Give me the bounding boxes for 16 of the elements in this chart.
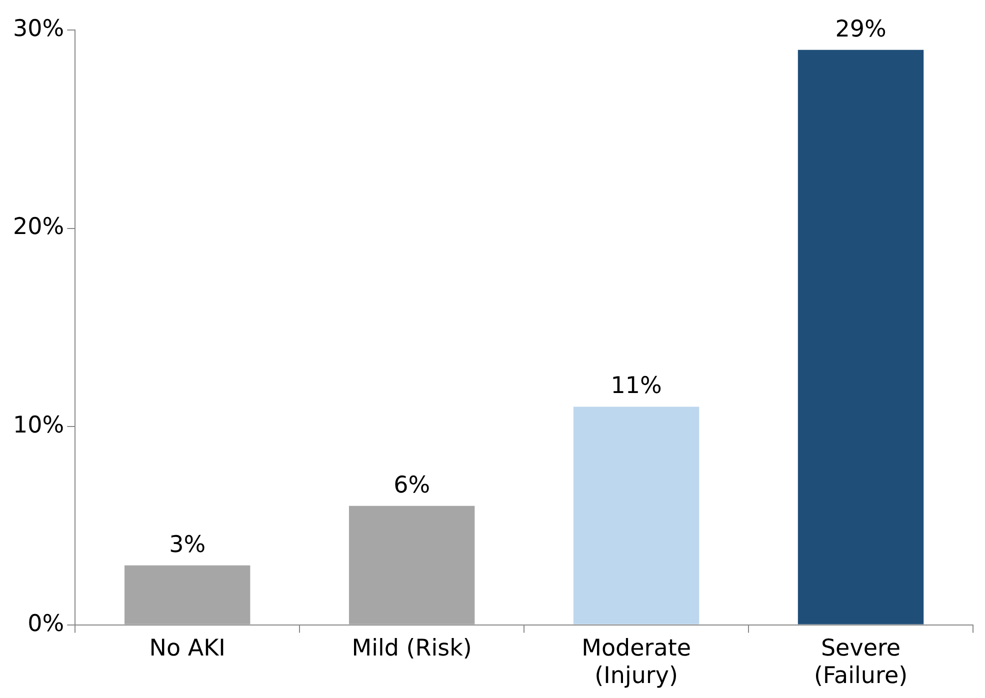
data-label: 29% [835, 16, 886, 42]
data-label: 11% [610, 373, 662, 400]
x-tick-label: No AKI [149, 636, 226, 662]
data-label: 3% [169, 532, 206, 558]
bar [798, 50, 924, 624]
y-tick-label: 30% [12, 16, 64, 42]
bar [124, 565, 250, 624]
x-tick-label: Moderate (Injury) [582, 636, 691, 690]
y-tick-label: 20% [12, 214, 64, 240]
bar [573, 406, 700, 624]
data-label: 6% [394, 472, 430, 498]
bar [348, 506, 475, 624]
x-tick-label: Severe (Failure) [814, 636, 908, 690]
y-tick-label: 10% [12, 412, 64, 438]
y-tick-label: 0% [28, 610, 64, 637]
x-tick-label: Mild (Risk) [352, 636, 472, 662]
